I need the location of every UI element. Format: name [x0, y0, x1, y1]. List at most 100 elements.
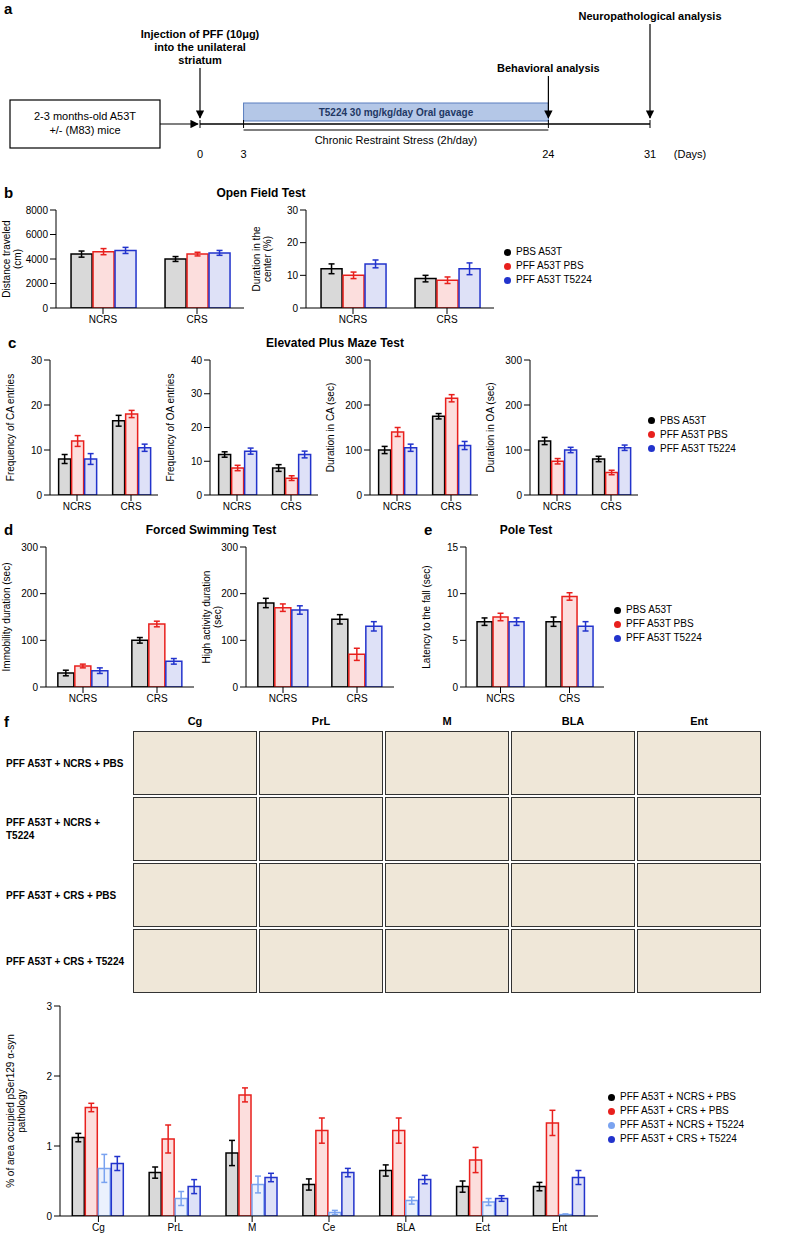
- svg-text:Frequency of CA entries: Frequency of CA entries: [5, 374, 16, 481]
- svg-text:NCRS: NCRS: [69, 693, 98, 704]
- svg-text:3: 3: [46, 1001, 52, 1012]
- svg-text:CRS: CRS: [280, 501, 301, 512]
- svg-text:2000: 2000: [26, 278, 49, 289]
- html-text:Elevated Plus Maze Test: Elevated Plus Maze Test: [266, 336, 404, 350]
- svg-text:300: 300: [221, 542, 238, 553]
- svg-text:Duration in OA (sec): Duration in OA (sec): [485, 382, 496, 472]
- svg-text:CRS: CRS: [186, 314, 207, 325]
- html-text:Pole Test: Pole Test: [499, 523, 553, 537]
- html-text:PFF A53T PBS: PFF A53T PBS: [660, 428, 728, 440]
- svg-text:31: 31: [644, 148, 656, 160]
- svg-text:1: 1: [46, 1141, 52, 1152]
- svg-text:2: 2: [46, 1071, 52, 1082]
- svg-text:High activity duration(sec): High activity duration(sec): [201, 571, 223, 664]
- svg-text:CRS: CRS: [120, 501, 141, 512]
- svg-text:200: 200: [345, 400, 362, 411]
- svg-text:into the unilateral: into the unilateral: [154, 41, 246, 53]
- svg-text:200: 200: [21, 588, 38, 599]
- html-text:Cg: Cg: [187, 715, 203, 727]
- svg-text:NCRS: NCRS: [63, 501, 92, 512]
- svg-text:Duration in thecenter (%): Duration in thecenter (%): [251, 226, 273, 291]
- svg-text:CRS: CRS: [600, 501, 621, 512]
- svg-text:CRS: CRS: [146, 693, 167, 704]
- svg-text:30: 30: [31, 355, 43, 366]
- svg-text:100: 100: [21, 635, 38, 646]
- svg-text:(Days): (Days): [674, 148, 706, 160]
- svg-text:Duration in CA (sec): Duration in CA (sec): [325, 383, 336, 472]
- svg-text:Latency to the fall (sec): Latency to the fall (sec): [421, 565, 432, 668]
- svg-text:20: 20: [191, 422, 203, 433]
- svg-text:100: 100: [505, 445, 522, 456]
- svg-text:40: 40: [191, 355, 203, 366]
- svg-text:Frequency of OA entries: Frequency of OA entries: [165, 374, 176, 482]
- svg-text:100: 100: [221, 635, 238, 646]
- svg-text:Injection of PFF (10μg): Injection of PFF (10μg): [141, 28, 260, 40]
- svg-text:Ce: Ce: [323, 1222, 336, 1233]
- svg-text:0: 0: [356, 490, 362, 501]
- svg-text:0: 0: [36, 490, 42, 501]
- svg-text:2-3 months-old A53T: 2-3 months-old A53T: [34, 110, 136, 122]
- svg-text:Neuropathological analysis: Neuropathological analysis: [578, 10, 721, 22]
- svg-text:8000: 8000: [26, 205, 49, 216]
- svg-text:Distance traveled(cm): Distance traveled(cm): [1, 220, 23, 297]
- svg-text:NCRS: NCRS: [339, 314, 368, 325]
- html-text:Open Field Test: Open Field Test: [216, 186, 306, 200]
- svg-text:Immobility duration (sec): Immobility duration (sec): [1, 563, 12, 672]
- svg-text:Ent: Ent: [552, 1222, 567, 1233]
- svg-text:300: 300: [21, 542, 38, 553]
- svg-text:24: 24: [542, 148, 554, 160]
- svg-text:0: 0: [196, 490, 202, 501]
- svg-text:6000: 6000: [26, 229, 49, 240]
- svg-text:NCRS: NCRS: [89, 314, 118, 325]
- html-text:Forced Swimming Test: Forced Swimming Test: [145, 523, 277, 537]
- svg-text:Ect: Ect: [475, 1222, 490, 1233]
- svg-text:4000: 4000: [26, 254, 49, 265]
- svg-text:0: 0: [232, 682, 238, 693]
- svg-text:0: 0: [452, 682, 458, 693]
- svg-text:% of area occupied pSer129 α-s: % of area occupied pSer129 α-synpatholog…: [5, 1034, 27, 1188]
- svg-text:30: 30: [191, 388, 203, 399]
- svg-text:Chronic Restraint Stress (2h/d: Chronic Restraint Stress (2h/day): [315, 134, 478, 146]
- svg-text:T5224 30 mg/kg/day Oral gavage: T5224 30 mg/kg/day Oral gavage: [319, 107, 474, 118]
- svg-text:3: 3: [240, 148, 246, 160]
- svg-text:0: 0: [46, 1211, 52, 1222]
- svg-text:10: 10: [447, 588, 459, 599]
- svg-text:Behavioral analysis: Behavioral analysis: [497, 62, 600, 74]
- svg-text:CRS: CRS: [440, 501, 461, 512]
- svg-text:0: 0: [32, 682, 38, 693]
- svg-text:10: 10: [287, 270, 299, 281]
- svg-text:+/- (M83) mice: +/- (M83) mice: [49, 124, 120, 136]
- svg-text:20: 20: [31, 400, 43, 411]
- svg-text:NCRS: NCRS: [269, 693, 298, 704]
- svg-text:15: 15: [447, 542, 459, 553]
- svg-text:NCRS: NCRS: [223, 501, 252, 512]
- svg-text:200: 200: [221, 588, 238, 599]
- svg-text:20: 20: [287, 237, 299, 248]
- svg-text:0: 0: [516, 490, 522, 501]
- svg-text:5: 5: [452, 635, 458, 646]
- svg-text:NCRS: NCRS: [383, 501, 412, 512]
- svg-text:NCRS: NCRS: [486, 693, 515, 704]
- svg-text:0: 0: [197, 148, 203, 160]
- svg-text:M: M: [248, 1222, 256, 1233]
- svg-text:0: 0: [42, 303, 48, 314]
- svg-text:0: 0: [292, 303, 298, 314]
- svg-text:PrL: PrL: [168, 1222, 184, 1233]
- svg-text:10: 10: [191, 456, 203, 467]
- svg-text:100: 100: [345, 445, 362, 456]
- svg-text:BLA: BLA: [396, 1222, 415, 1233]
- svg-text:Cg: Cg: [92, 1222, 105, 1233]
- svg-text:30: 30: [287, 205, 299, 216]
- svg-text:CRS: CRS: [346, 693, 367, 704]
- svg-text:200: 200: [505, 400, 522, 411]
- html-text:PBS A53T: PBS A53T: [660, 414, 707, 426]
- svg-text:NCRS: NCRS: [543, 501, 572, 512]
- html-text:PFF A53T T5224: PFF A53T T5224: [660, 442, 736, 454]
- svg-text:300: 300: [505, 355, 522, 366]
- svg-text:CRS: CRS: [559, 693, 580, 704]
- svg-text:striatum: striatum: [178, 54, 222, 66]
- svg-text:CRS: CRS: [436, 314, 457, 325]
- svg-text:300: 300: [345, 355, 362, 366]
- html-text:PFF A53T + NCRS + T5224: PFF A53T + NCRS + T5224: [6, 817, 101, 841]
- svg-text:10: 10: [31, 445, 43, 456]
